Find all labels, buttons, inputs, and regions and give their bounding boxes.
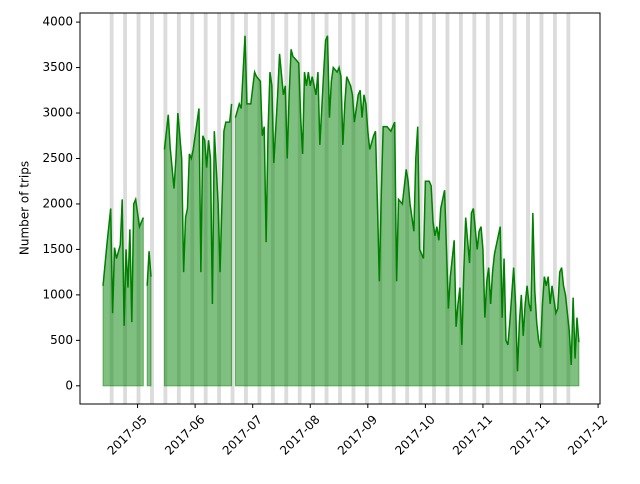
line xyxy=(163,103,233,304)
shaded-span xyxy=(150,13,154,404)
y-tick-label: 500 xyxy=(50,333,73,347)
x-tick-label: 2017-11 xyxy=(450,412,495,457)
line xyxy=(146,251,152,286)
x-tick-label: 2017-06 xyxy=(162,412,207,457)
shaded-span xyxy=(123,13,128,404)
shaded-span xyxy=(552,13,557,404)
x-tick-label: 2017-12 xyxy=(565,412,610,457)
x-tick-label: 2017-09 xyxy=(335,412,380,457)
y-tick-label: 3000 xyxy=(42,106,73,120)
y-tick-label: 2500 xyxy=(42,151,73,165)
shaded-span xyxy=(136,13,141,404)
line xyxy=(234,35,580,372)
shaded-span xyxy=(512,13,517,404)
y-tick-label: 0 xyxy=(65,378,73,392)
shaded-span xyxy=(566,13,571,404)
shaded-span xyxy=(418,13,423,404)
shaded-span xyxy=(499,13,504,404)
shaded-span xyxy=(526,13,530,404)
shaded-span xyxy=(217,13,222,404)
plot-frame xyxy=(79,12,601,405)
y-tick-label: 3500 xyxy=(42,60,73,74)
shaded-span xyxy=(230,13,235,404)
y-tick-label: 1500 xyxy=(42,242,73,256)
y-tick-label: 1000 xyxy=(42,287,73,301)
shaded-span xyxy=(539,13,544,404)
shaded-span xyxy=(109,13,114,404)
x-tick-label: 2017-11 xyxy=(508,412,553,457)
x-tick-label: 2017-05 xyxy=(105,412,150,457)
y-tick-label: 2000 xyxy=(42,196,73,210)
shaded-span xyxy=(445,13,450,404)
y-axis-label: Number of trips xyxy=(18,161,32,255)
x-tick-label: 2017-08 xyxy=(277,412,322,457)
shaded-span xyxy=(458,13,463,404)
x-tick-label: 2017-10 xyxy=(392,412,437,457)
x-tick-label: 2017-07 xyxy=(220,412,265,457)
shaded-span xyxy=(472,13,477,404)
line xyxy=(102,196,145,326)
shaded-span xyxy=(485,13,490,404)
y-tick-label: 4000 xyxy=(42,15,73,29)
shaded-span xyxy=(432,13,436,404)
